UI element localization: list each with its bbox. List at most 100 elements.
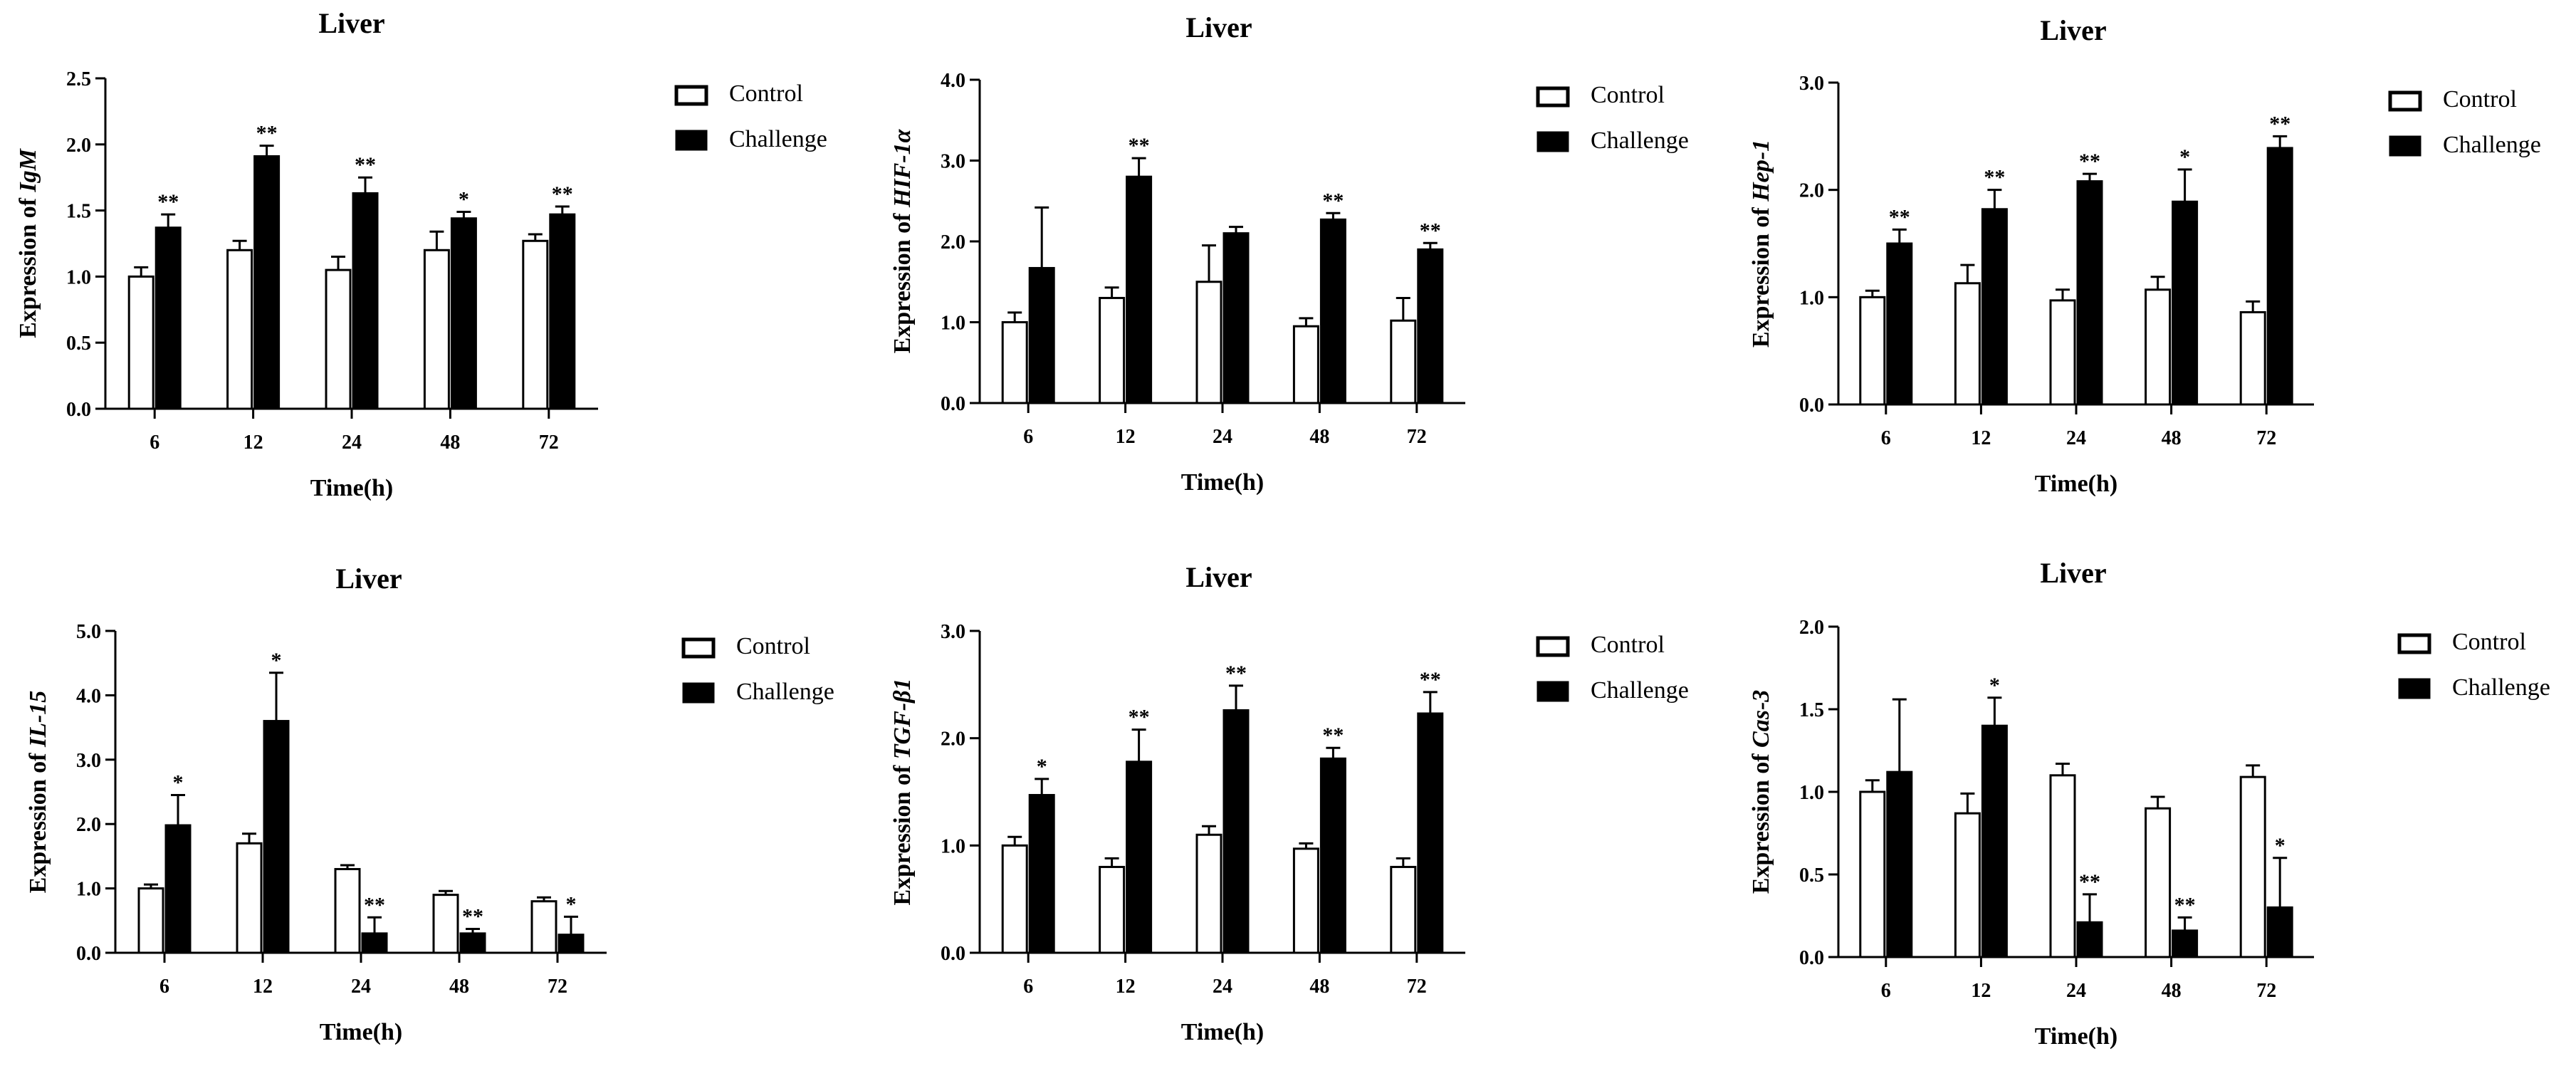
challenge-bar	[1028, 794, 1055, 954]
y-tick-label: 2.0	[76, 814, 101, 836]
challenge-bar	[164, 824, 192, 954]
y-axis-label-gene: IgM	[15, 147, 41, 192]
y-tick-label: 0.0	[76, 943, 101, 965]
control-bar	[1954, 812, 1981, 958]
legend-control-swatch	[674, 85, 708, 106]
legend-control-swatch	[1536, 86, 1570, 108]
legend-control-label: Control	[2452, 629, 2526, 655]
y-axis-label-gene: TGF-β1	[889, 678, 916, 759]
y-tick-label: 5.0	[76, 621, 101, 643]
y-tick-label: 3.0	[76, 750, 101, 772]
challenge-bar	[2076, 180, 2103, 406]
control-bar	[1099, 865, 1126, 954]
x-tick-label: 6	[159, 976, 169, 998]
control-bar	[2049, 774, 2076, 958]
significance-mark: **	[2269, 112, 2290, 135]
y-tick-label: 1.0	[1799, 782, 1824, 804]
challenge-bar	[549, 213, 576, 410]
x-tick-label: 6	[1023, 426, 1033, 448]
x-tick-label: 24	[2066, 427, 2086, 449]
y-tick-label: 1.5	[66, 201, 91, 223]
x-tick-label: 6	[1881, 427, 1891, 449]
control-bar	[2145, 288, 2172, 406]
significance-mark: **	[2079, 870, 2100, 894]
y-tick-label: 1.0	[66, 266, 91, 288]
control-bar	[325, 268, 352, 410]
chart-title: Liver	[2040, 557, 2106, 589]
legend-challenge-label: Challenge	[2452, 674, 2550, 701]
y-axis-label-prefix: Expression of	[25, 747, 51, 893]
x-tick-label: 72	[548, 976, 567, 998]
significance-mark: **	[1129, 706, 1150, 729]
x-tick-label: 24	[1213, 976, 1232, 998]
challenge-bar	[1319, 757, 1346, 954]
legend: Control Challenge	[1536, 632, 1689, 704]
x-tick-label: 6	[1023, 976, 1033, 998]
legend-challenge-swatch	[682, 682, 715, 704]
control-bar	[423, 249, 450, 410]
significance-mark: *	[566, 892, 577, 916]
challenge-bar	[155, 226, 182, 410]
x-tick-label: 12	[1971, 980, 1991, 1002]
control-bar	[1859, 790, 1886, 958]
x-tick-label: 24	[342, 432, 362, 454]
y-axis-label: Expression of TGF-β1	[889, 678, 916, 905]
y-tick-label: 1.5	[1799, 699, 1824, 721]
x-axis-label: Time(h)	[2035, 1023, 2117, 1050]
significance-mark: **	[355, 153, 376, 177]
control-bar	[1195, 833, 1222, 954]
control-bar	[1001, 844, 1028, 954]
legend-challenge-swatch	[2389, 135, 2421, 157]
chart-panel-3: Liver Expression of Hep-1 0.0 1.0 2.0 3.0 6 ** 1…	[1748, 14, 2541, 497]
challenge-bar	[557, 934, 585, 954]
legend-control-label: Control	[1591, 82, 1665, 108]
control-bar	[127, 275, 155, 410]
x-tick-label: 72	[2256, 980, 2276, 1002]
significance-mark: *	[2275, 834, 2286, 857]
legend-challenge-swatch	[2398, 678, 2431, 699]
significance-mark: **	[1889, 205, 1910, 229]
x-axis-label: Time(h)	[310, 475, 393, 501]
x-tick-label: 48	[449, 976, 469, 998]
challenge-bar	[1981, 724, 2008, 958]
significance-mark: **	[1322, 189, 1344, 212]
y-axis-label: Expression of Cas-3	[1748, 690, 1774, 894]
x-tick-label: 24	[351, 976, 371, 998]
chart-title: Liver	[2040, 14, 2106, 46]
legend: Control Challenge	[674, 80, 827, 152]
challenge-bar	[1222, 709, 1250, 954]
legend-control-swatch	[1536, 636, 1570, 657]
y-tick-label: 0.0	[941, 393, 965, 415]
control-bar	[1390, 865, 1417, 954]
chart-title: Liver	[318, 7, 384, 39]
significance-mark: **	[1984, 166, 2005, 189]
chart-panel-6: Liver Expression of Cas-3 0.0 0.5 1.0 1.5 2.0 6…	[1748, 557, 2550, 1050]
y-axis-label-gene: Hep-1	[1748, 140, 1774, 202]
y-axis-label-prefix: Expression of	[1748, 202, 1774, 348]
chart-title: Liver	[1185, 11, 1252, 43]
x-tick-label: 72	[2256, 427, 2276, 449]
challenge-bar	[352, 192, 379, 410]
control-bar	[522, 239, 549, 410]
legend-control-swatch	[2388, 90, 2422, 112]
challenge-bar	[1886, 242, 1913, 406]
x-tick-label: 48	[1309, 426, 1329, 448]
control-bar	[334, 867, 361, 954]
control-bar	[137, 887, 164, 954]
significance-mark: **	[552, 182, 573, 206]
y-axis-label-gene: HIF-1α	[889, 128, 916, 208]
significance-mark: *	[459, 187, 469, 211]
control-bar	[1390, 319, 1417, 404]
control-bar	[236, 842, 263, 954]
legend-control-label: Control	[2443, 86, 2517, 113]
y-tick-label: 2.0	[941, 231, 965, 254]
y-tick-label: 3.0	[941, 151, 965, 173]
control-bar	[2239, 310, 2266, 406]
challenge-bar	[2172, 200, 2199, 406]
y-tick-label: 0.0	[1799, 947, 1824, 969]
y-axis-label: Expression of Hep-1	[1748, 140, 1774, 348]
legend-control-swatch	[681, 637, 716, 659]
x-tick-label: 12	[1116, 976, 1136, 998]
y-tick-label: 2.0	[941, 728, 965, 751]
